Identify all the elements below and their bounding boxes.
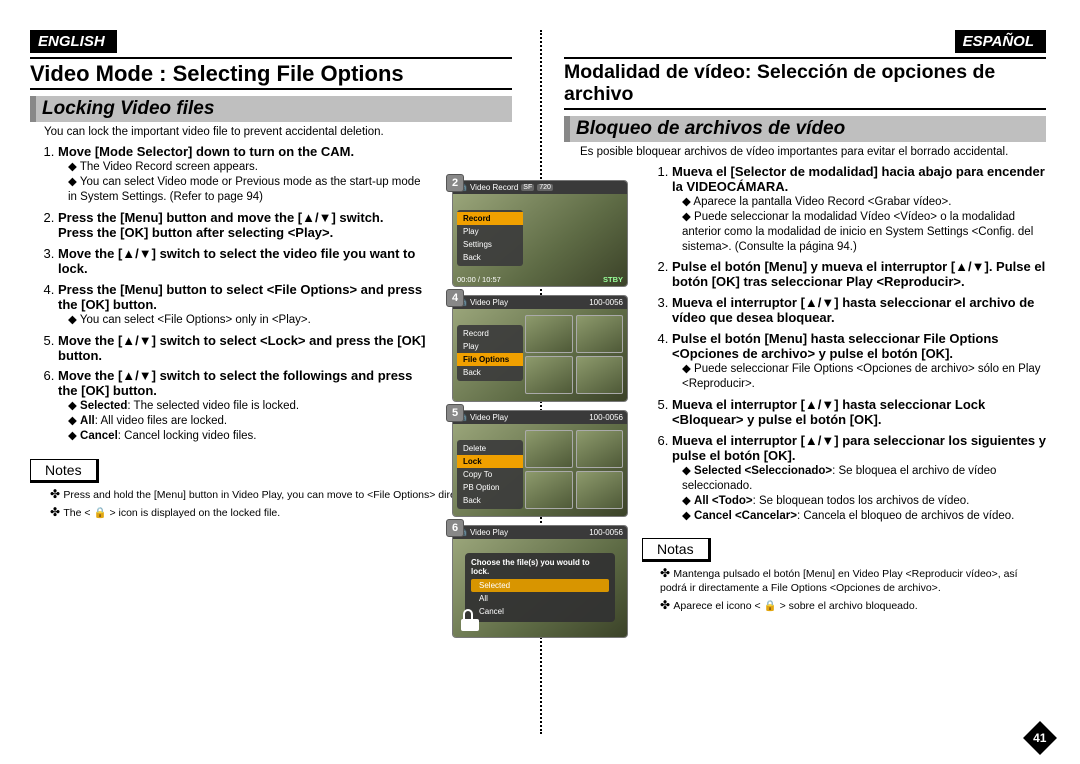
heading-right: Modalidad de vídeo: Selección de opcione… xyxy=(564,57,1046,110)
lcd-title: Video Play xyxy=(470,298,508,307)
lcd-title: Video Play xyxy=(470,413,508,422)
menu-item: Copy To xyxy=(457,468,523,481)
lang-tab-spanish: ESPAÑOL xyxy=(955,30,1046,53)
folder-label: 100-0056 xyxy=(589,413,623,422)
intro-right: Es posible bloquear archivos de vídeo im… xyxy=(580,146,1046,158)
screenshot-6: 6 📹 Video Play 100-0056 Choose the file(… xyxy=(452,525,628,638)
dialog-title: Choose the file(s) you would to lock. xyxy=(471,558,609,576)
dialog: Choose the file(s) you would to lock. Se… xyxy=(465,553,615,622)
screenshot-2: 2 📹 Video Record SF 720 RecordPlaySettin… xyxy=(452,180,628,287)
subheading-right: Bloqueo de archivos de vídeo xyxy=(564,116,1046,142)
menu-item: Record xyxy=(457,212,523,225)
menu-item: Cancel xyxy=(471,605,609,618)
menu-item: Back xyxy=(457,251,523,264)
menu-item: Record xyxy=(457,327,523,340)
menu-item: Back xyxy=(457,494,523,507)
notes-label-left: Notes xyxy=(30,459,99,483)
menu-item: File Options xyxy=(457,353,523,366)
notes-left: Press and hold the [Menu] button in Vide… xyxy=(50,487,512,520)
menu-item: PB Option xyxy=(457,481,523,494)
subheading-left: Locking Video files xyxy=(30,96,512,122)
menu-overlay: RecordPlayFile OptionsBack xyxy=(457,325,523,381)
screenshot-badge: 2 xyxy=(446,174,464,192)
menu-item: Play xyxy=(457,225,523,238)
menu-item: Settings xyxy=(457,238,523,251)
menu-item: All xyxy=(471,592,609,605)
folder-label: 100-0056 xyxy=(589,528,623,537)
folder-label: 100-0056 xyxy=(589,298,623,307)
menu-overlay: DeleteLockCopy ToPB OptionBack xyxy=(457,440,523,509)
notes-label-right: Notas xyxy=(642,538,711,562)
stby-indicator: STBY xyxy=(603,275,623,284)
screenshot-4: 4 📹 Video Play 100-0056 RecordPlayFile O… xyxy=(452,295,628,402)
screenshot-badge: 6 xyxy=(446,519,464,537)
lcd-title: Video Play xyxy=(470,528,508,537)
intro-left: You can lock the important video file to… xyxy=(44,126,512,138)
menu-item: Lock xyxy=(457,455,523,468)
lang-tab-english: ENGLISH xyxy=(30,30,117,53)
lcd-title: Video Record xyxy=(470,183,518,192)
screenshot-badge: 4 xyxy=(446,289,464,307)
notes-right: Mantenga pulsado el botón [Menu] en Vide… xyxy=(660,566,1046,613)
menu-item: Delete xyxy=(457,442,523,455)
menu-overlay: RecordPlaySettingsBack xyxy=(457,210,523,266)
screenshot-strip: 2 📹 Video Record SF 720 RecordPlaySettin… xyxy=(452,180,628,638)
menu-item: Play xyxy=(457,340,523,353)
timecode: 00:00 / 10:57 xyxy=(457,275,501,284)
screenshot-5: 5 📹 Video Play 100-0056 DeleteLockCopy T… xyxy=(452,410,628,517)
page-number: 41 xyxy=(1023,721,1057,755)
thumbnails xyxy=(525,315,623,394)
screenshot-badge: 5 xyxy=(446,404,464,422)
steps-right: Mueva el [Selector de modalidad] hacia a… xyxy=(592,164,1046,524)
steps-left: Move [Mode Selector] down to turn on the… xyxy=(58,144,512,444)
menu-item: Back xyxy=(457,366,523,379)
menu-item: Selected xyxy=(471,579,609,592)
heading-left: Video Mode : Selecting File Options xyxy=(30,57,512,90)
lock-icon xyxy=(461,613,479,631)
thumbnails xyxy=(525,430,623,509)
